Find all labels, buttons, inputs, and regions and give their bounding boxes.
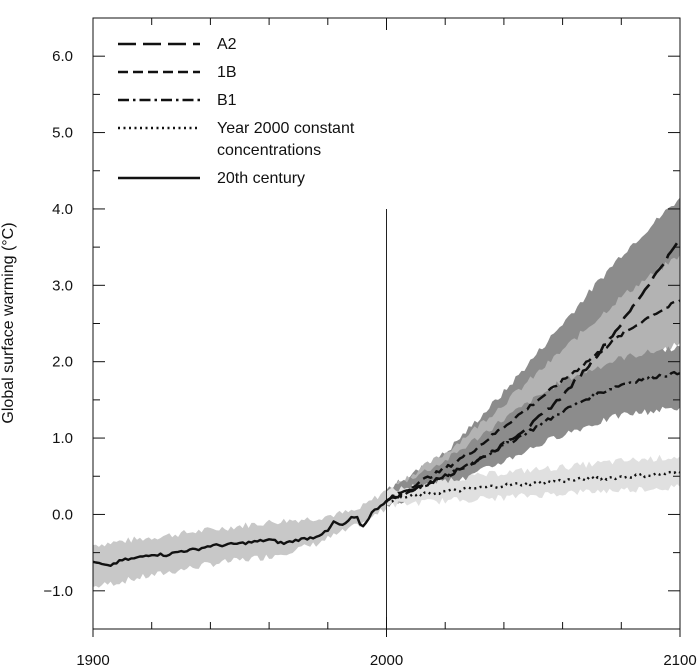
x-tick-label-1900: 1900	[76, 652, 109, 669]
series-line-20th-century	[92, 499, 388, 567]
legend-label-1b: 1B	[217, 64, 237, 81]
band-b1-range	[386, 345, 680, 507]
series-line-b1	[385, 370, 681, 502]
x-tick-label-2000: 2000	[370, 652, 403, 669]
series-line-1b	[386, 299, 681, 502]
uncertainty-bands	[93, 197, 680, 588]
y-tick-label-2.0: 2.0	[52, 354, 73, 371]
y-tick-label-3.0: 3.0	[52, 277, 73, 294]
band-20th-century-range	[93, 490, 387, 588]
axes: 1900 2000 2100 −1.0 0.0 1.0 2.0 3.0 4.0 5.0 6.0	[43, 17, 697, 669]
legend-label-b1: B1	[217, 92, 237, 109]
y-tick-label-5.0: 5.0	[52, 125, 73, 142]
legend-label-year-2000-constant-concentrations: Year 2000 constant	[217, 120, 355, 137]
legend-label-a2: A2	[217, 36, 237, 53]
y-tick-label-0.0: 0.0	[52, 506, 73, 523]
series-lines	[92, 238, 682, 567]
band-1b-range	[386, 254, 680, 506]
y-axis-title: Global surface warming (°C)	[0, 222, 17, 423]
y-tick-label--1.0: −1.0	[43, 583, 73, 600]
y-tick-label-1.0: 1.0	[52, 430, 73, 447]
legend-label-20th-century: 20th century	[217, 170, 305, 187]
band-year-2000-constant-range	[386, 454, 680, 508]
x-tick-label-2100: 2100	[663, 652, 696, 669]
y-tick-label-4.0: 4.0	[52, 201, 73, 218]
series-line-year-2000-constant-concentrations	[386, 470, 681, 504]
band-a2-range	[386, 197, 680, 507]
legend: A2 1B B1 Year 2000 constant concentrations 20…	[118, 36, 355, 187]
series-line-a2	[385, 238, 682, 502]
y-tick-label-6.0: 6.0	[52, 48, 73, 65]
legend-label-year-2000-constant-concentrations-line2: concentrations	[217, 142, 321, 159]
